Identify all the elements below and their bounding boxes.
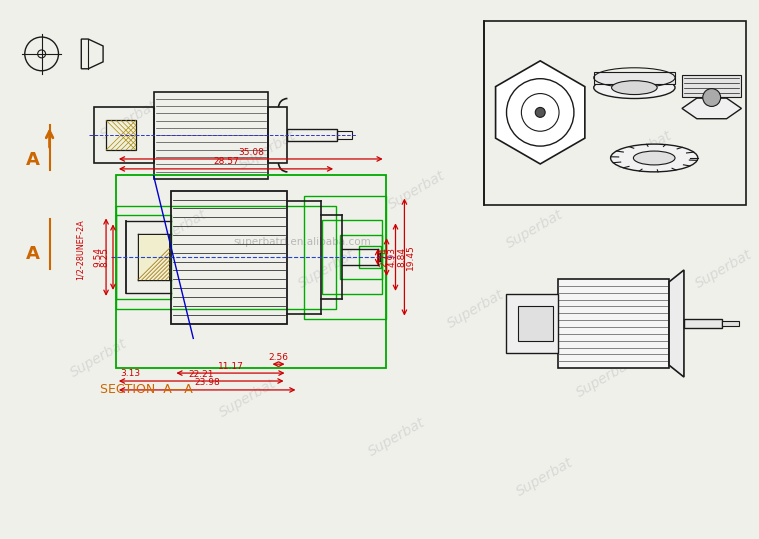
Bar — [337, 131, 352, 139]
Text: Superbat: Superbat — [237, 128, 298, 172]
Text: 2.74: 2.74 — [379, 247, 388, 267]
Polygon shape — [496, 61, 585, 164]
Polygon shape — [669, 270, 684, 377]
Text: Superbat: Superbat — [505, 208, 566, 251]
Text: 9.54: 9.54 — [93, 247, 102, 267]
Text: Superbat: Superbat — [217, 376, 279, 420]
Bar — [94, 107, 153, 163]
Text: 8.25: 8.25 — [101, 247, 109, 267]
Text: 28.57: 28.57 — [213, 157, 239, 167]
Text: 4.93: 4.93 — [388, 247, 397, 267]
Bar — [594, 72, 675, 84]
Bar — [116, 175, 386, 368]
Text: Superbat: Superbat — [693, 247, 754, 291]
Text: 3.13: 3.13 — [120, 369, 140, 378]
Bar — [558, 279, 669, 368]
Bar — [138, 234, 169, 280]
Polygon shape — [682, 75, 742, 96]
Text: 8.84: 8.84 — [397, 247, 406, 267]
Text: Superbat: Superbat — [386, 168, 447, 212]
Text: Superbat: Superbat — [68, 336, 130, 380]
Ellipse shape — [634, 151, 675, 165]
Bar — [116, 216, 172, 299]
Text: 19.45: 19.45 — [406, 244, 415, 270]
Ellipse shape — [612, 81, 657, 94]
Text: SECTION  A—A: SECTION A—A — [100, 383, 193, 396]
Bar — [153, 92, 268, 179]
Text: A: A — [26, 245, 39, 263]
Bar — [322, 220, 382, 294]
Bar — [483, 21, 746, 205]
Text: Superbat: Superbat — [613, 128, 676, 172]
Text: 1/2-28UNEF-2A: 1/2-28UNEF-2A — [76, 219, 85, 280]
Bar — [340, 236, 382, 279]
Ellipse shape — [594, 77, 675, 99]
Bar — [106, 120, 136, 150]
Text: Superbat: Superbat — [574, 356, 635, 400]
Bar — [172, 191, 288, 323]
Text: 2.56: 2.56 — [269, 353, 288, 362]
Bar — [268, 107, 288, 163]
Text: 35.08: 35.08 — [238, 148, 263, 156]
Text: Superbat: Superbat — [147, 208, 209, 251]
Bar — [288, 129, 337, 141]
Bar — [684, 319, 722, 328]
Text: Superbat: Superbat — [296, 247, 358, 291]
Text: Superbat: Superbat — [515, 455, 576, 499]
Bar — [304, 196, 386, 319]
Circle shape — [703, 88, 720, 106]
Circle shape — [535, 107, 545, 118]
Polygon shape — [682, 98, 742, 119]
Text: Superbat: Superbat — [445, 287, 507, 330]
Text: 11.17: 11.17 — [218, 362, 244, 371]
Text: A: A — [26, 151, 39, 169]
Bar — [505, 294, 558, 353]
Text: superbatrf.en.alibaba.com: superbatrf.en.alibaba.com — [234, 237, 371, 247]
Text: Superbat: Superbat — [98, 99, 159, 142]
Ellipse shape — [610, 144, 698, 172]
Text: 22.21: 22.21 — [188, 370, 214, 378]
Bar — [518, 306, 553, 341]
Bar — [116, 205, 336, 309]
Text: Superbat: Superbat — [366, 416, 427, 459]
Bar — [359, 246, 380, 268]
Bar — [722, 321, 739, 327]
Text: 23.98: 23.98 — [194, 378, 220, 388]
